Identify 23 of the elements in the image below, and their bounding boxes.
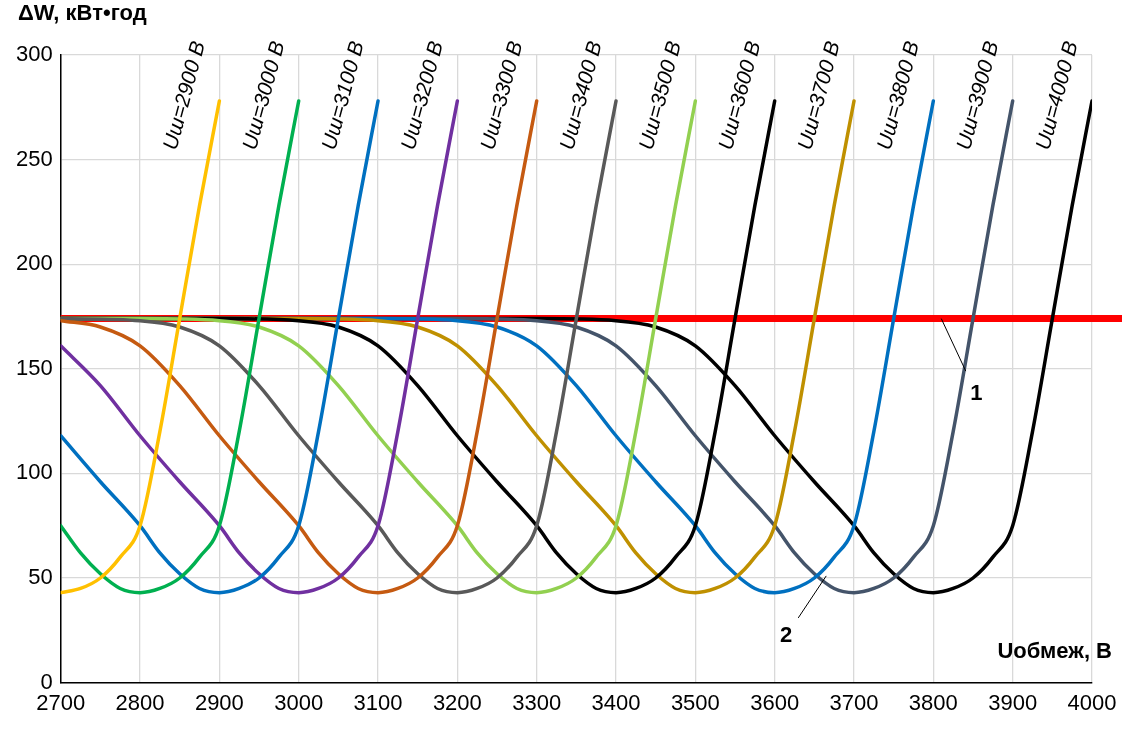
y-tick-label: 150 bbox=[15, 354, 53, 380]
x-tick-label: 2900 bbox=[194, 689, 244, 715]
annotation: 1 bbox=[970, 379, 983, 405]
x-tick-label: 3700 bbox=[829, 689, 879, 715]
y-axis-title: ΔW, кВт•год bbox=[18, 0, 147, 25]
y-tick-label: 100 bbox=[15, 459, 53, 485]
x-tick-label: 3900 bbox=[988, 689, 1038, 715]
x-tick-label: 3100 bbox=[353, 689, 403, 715]
x-tick-label: 3500 bbox=[670, 689, 720, 715]
y-tick-label: 50 bbox=[28, 564, 53, 590]
annotation: 2 bbox=[780, 621, 793, 647]
x-tick-label: 3800 bbox=[908, 689, 958, 715]
x-axis-title: Uобмеж, В bbox=[997, 637, 1112, 663]
x-tick-label: 3400 bbox=[591, 689, 641, 715]
x-tick-label: 3200 bbox=[432, 689, 482, 715]
x-tick-label: 3000 bbox=[274, 689, 324, 715]
x-tick-label: 2800 bbox=[115, 689, 165, 715]
x-tick-label: 4000 bbox=[1067, 689, 1117, 715]
y-tick-label: 300 bbox=[15, 41, 53, 67]
x-tick-label: 3600 bbox=[750, 689, 800, 715]
y-tick-label: 200 bbox=[15, 250, 53, 276]
y-tick-label: 250 bbox=[15, 145, 53, 171]
x-tick-label: 3300 bbox=[512, 689, 562, 715]
